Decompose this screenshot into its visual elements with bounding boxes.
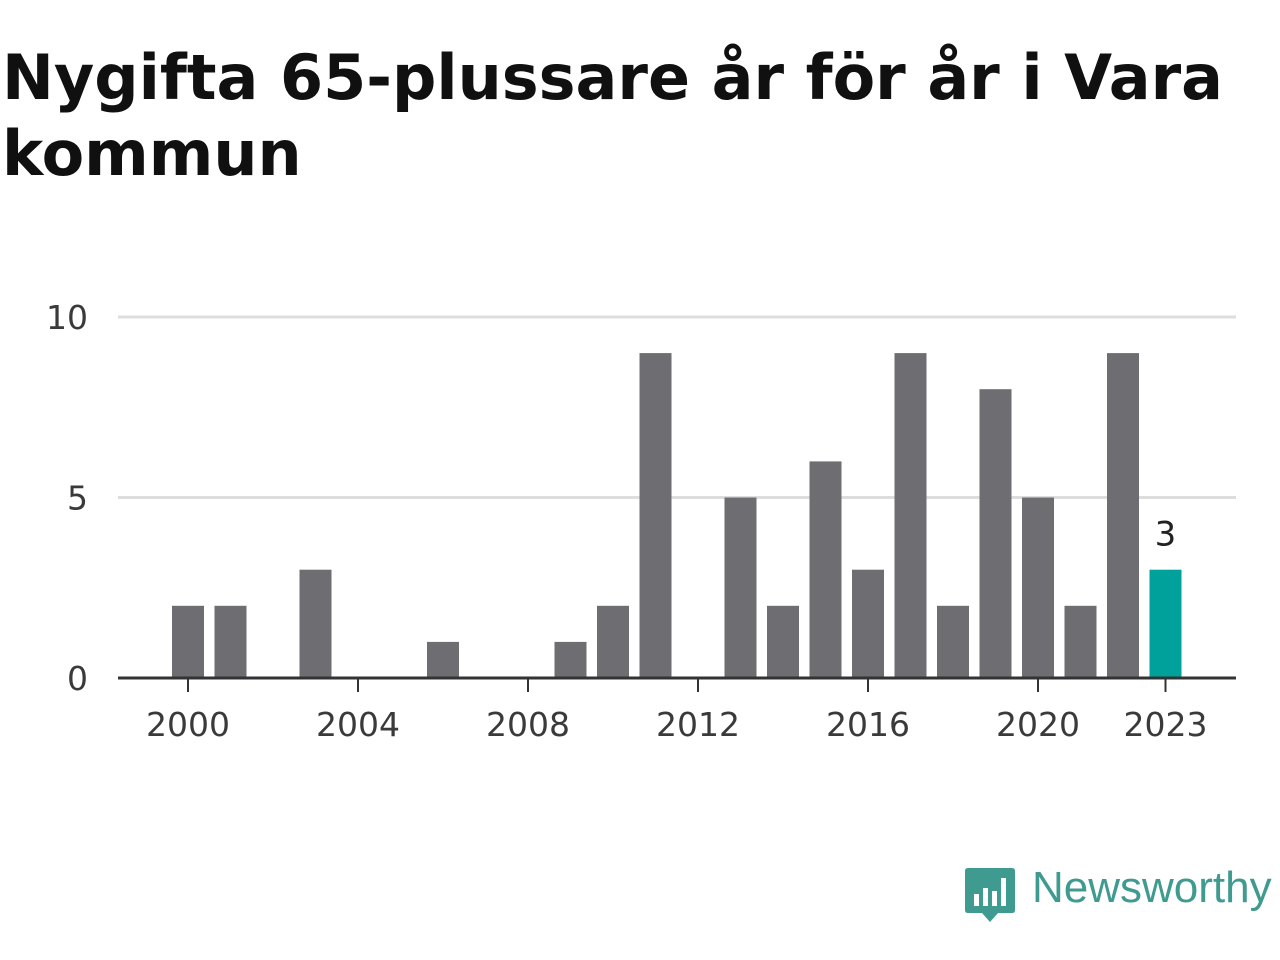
x-tick-label: 2008 — [486, 705, 570, 744]
bar-chart: 0 5 10 2000 2004 2008 2012 2016 2020 2023 3 — [46, 298, 1236, 744]
bar — [214, 605, 247, 678]
bar — [597, 605, 629, 678]
bar — [1107, 353, 1139, 678]
x-tick-label: 2004 — [316, 705, 400, 744]
bar — [639, 353, 672, 678]
x-tick-label: 2020 — [996, 705, 1080, 744]
brand-name: Newsworthy — [1032, 863, 1272, 912]
y-tick-label: 5 — [67, 479, 88, 518]
bar — [724, 497, 757, 678]
bar — [894, 353, 927, 678]
chart-title: Nygifta 65-plussare år för år i Vara kom… — [2, 41, 1224, 190]
newsworthy-logo-icon — [965, 868, 1015, 922]
bar — [427, 641, 459, 678]
y-tick-label: 0 — [67, 659, 88, 698]
bar — [937, 605, 969, 678]
bar-highlight — [1149, 569, 1182, 678]
x-tick-label: 2023 — [1124, 705, 1208, 744]
x-tick-label: 2012 — [656, 705, 740, 744]
bar — [299, 569, 332, 678]
bar — [852, 569, 884, 678]
bar — [767, 605, 799, 678]
bar — [554, 641, 587, 678]
bars — [172, 353, 1182, 678]
x-tick-label: 2000 — [146, 705, 230, 744]
bar — [172, 605, 204, 678]
x-tick-label: 2016 — [826, 705, 910, 744]
bar — [1064, 605, 1097, 678]
x-axis — [118, 676, 1236, 692]
y-tick-label: 10 — [46, 298, 88, 337]
labels: 0 5 10 2000 2004 2008 2012 2016 2020 2023 3 — [46, 298, 1207, 744]
grid-lines — [118, 315, 1236, 499]
data-label: 3 — [1155, 515, 1177, 555]
bar — [809, 461, 842, 678]
newsworthy-brand: Newsworthy — [964, 864, 1280, 928]
bar — [979, 389, 1012, 678]
bar — [1022, 497, 1054, 678]
